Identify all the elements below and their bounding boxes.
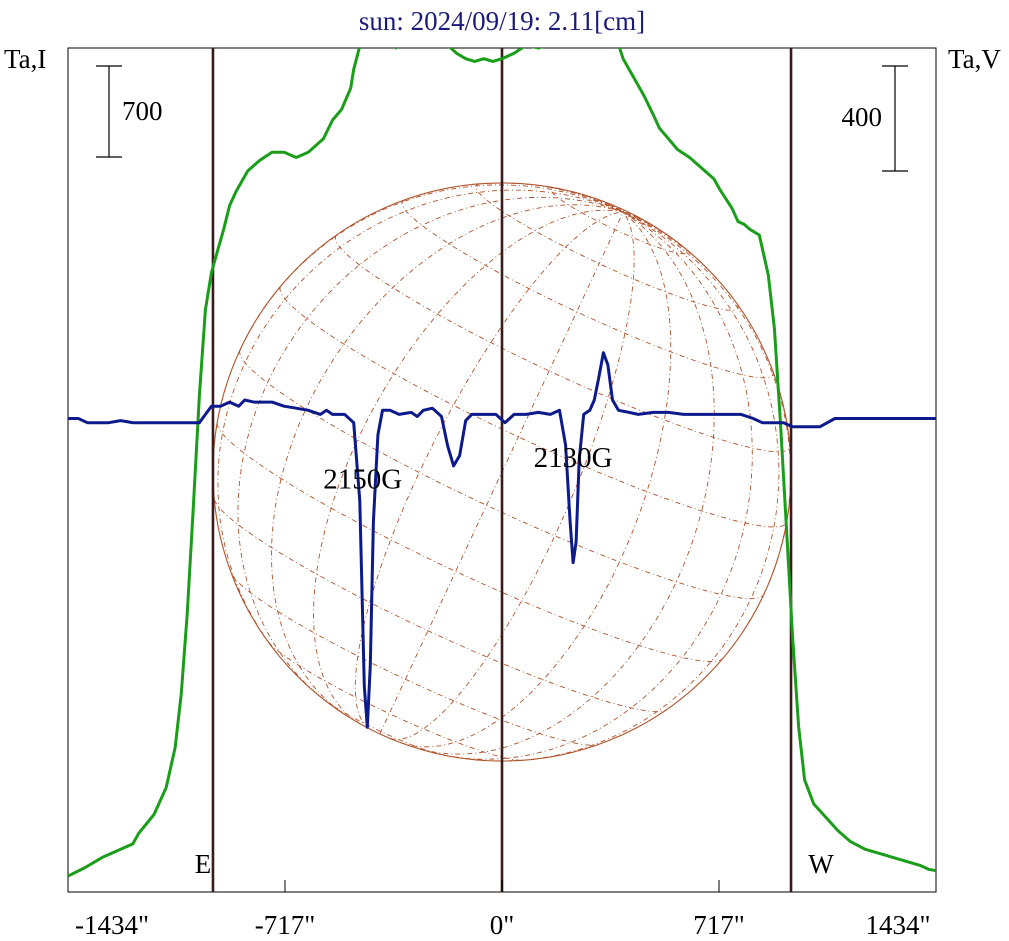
sun-grid-parallel	[239, 349, 765, 600]
sun-grid-meridian	[313, 209, 624, 724]
chart-title: sun: 2024/09/19: 2.11[cm]	[359, 6, 645, 36]
scale-bar-right	[882, 65, 908, 172]
sun-grid-meridian	[623, 211, 632, 214]
scale-bar-left	[96, 65, 122, 158]
sun-grid-meridian	[623, 211, 638, 218]
sun-grid-meridian	[574, 191, 624, 213]
annotations: 2150G 2130G	[323, 442, 612, 496]
sun-grid-meridian	[379, 212, 624, 735]
x-tick-label: 1434"	[865, 910, 930, 940]
sun-disk	[212, 182, 792, 762]
limb-label: W	[808, 849, 834, 879]
sun-grid-meridian	[622, 209, 625, 213]
sun-grid-meridian	[237, 196, 624, 701]
sun-grid-meridian	[616, 206, 624, 213]
sun-grid-meridian	[441, 211, 753, 760]
sun-grid-meridian	[623, 211, 718, 280]
right-axis-label: Ta,V	[948, 44, 1001, 74]
x-tick-label: -1434"	[75, 910, 149, 940]
sun-grid-meridian	[419, 211, 715, 755]
sun-grid-meridian	[507, 211, 780, 762]
sun-grid-meridian	[511, 182, 624, 213]
sun-grid-meridian	[239, 184, 624, 351]
sun-grid-meridian	[271, 204, 624, 714]
sun-grid-meridian	[400, 211, 672, 748]
sun-grid-parallel	[216, 423, 723, 662]
x-axis: -1434" -717" 0" 717" 1434"	[67, 880, 937, 940]
scale-bar-left-label: 700	[122, 96, 163, 126]
polarization-series-line	[68, 351, 936, 729]
sun-grid-parallel	[401, 199, 774, 379]
region-annotation: 2130G	[534, 442, 613, 474]
x-tick-label: -717"	[255, 910, 316, 940]
sun-grid-meridian	[622, 211, 792, 595]
sun-grid-parallel	[268, 642, 522, 761]
sun-grid-meridian	[623, 211, 670, 237]
region-annotation: 2150G	[323, 464, 402, 496]
sun-grid-parallel	[323, 699, 442, 756]
x-tick-label: 0"	[490, 910, 515, 940]
scale-bar-right-label: 400	[842, 102, 883, 132]
x-tick-label: 717"	[693, 910, 745, 940]
series-layer	[68, 48, 936, 878]
left-axis-label: Ta,I	[4, 44, 46, 74]
sun-grid-meridian	[390, 211, 635, 740]
sun-grid-meridian	[623, 211, 653, 226]
sun-grid-parallel	[231, 573, 598, 746]
limb-label: E	[195, 849, 212, 879]
sun-grid-parallel	[213, 499, 666, 713]
intensity-series-line	[68, 48, 936, 878]
